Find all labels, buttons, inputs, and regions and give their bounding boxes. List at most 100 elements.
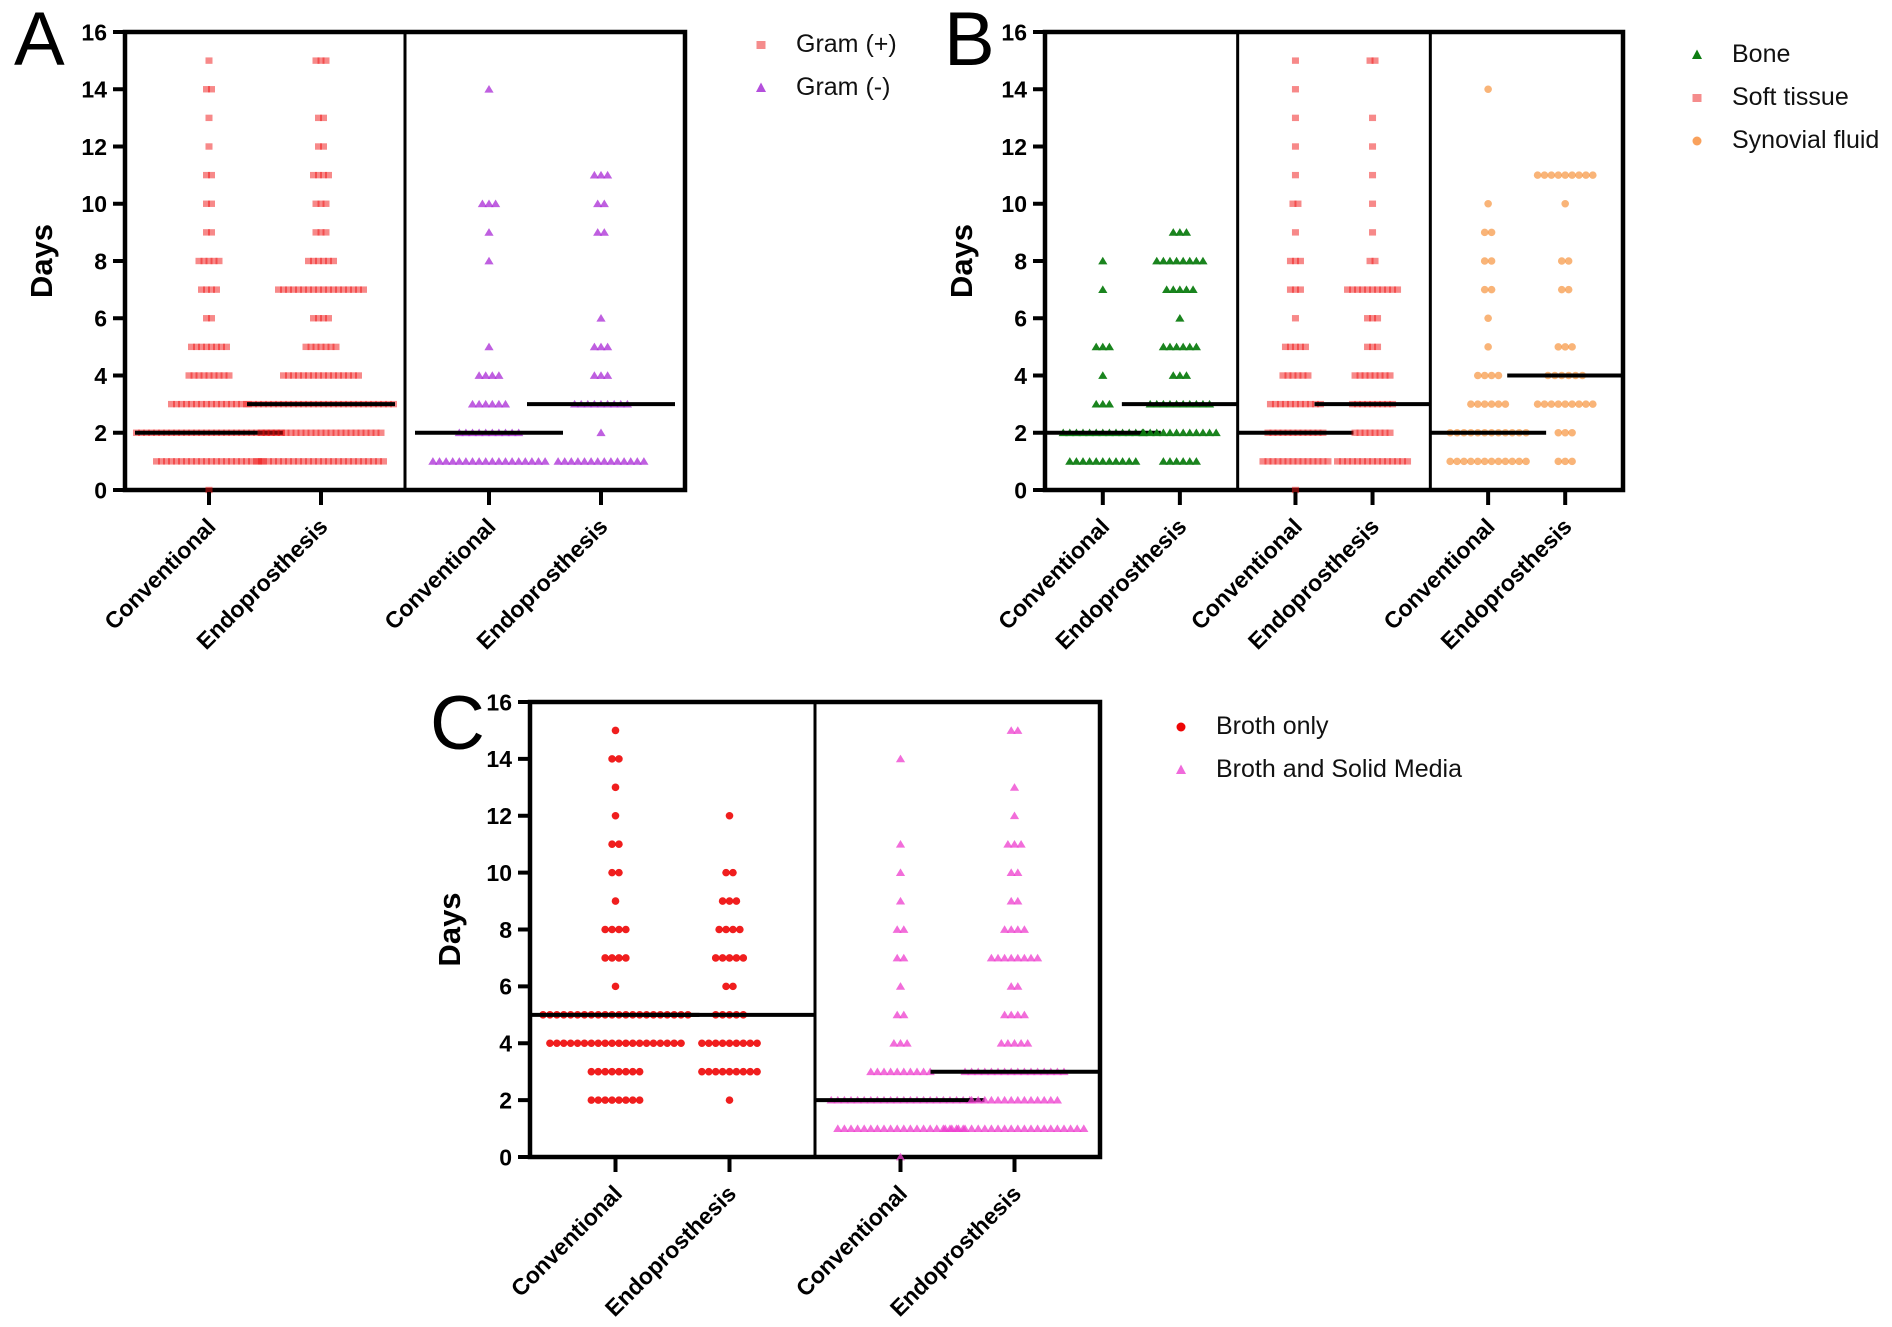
data-point	[1561, 171, 1569, 179]
data-point	[1371, 257, 1379, 265]
data-point	[1304, 372, 1312, 379]
data-point	[670, 1039, 678, 1048]
data-point	[1384, 458, 1392, 465]
data-point	[1009, 811, 1020, 820]
data-point	[725, 811, 734, 820]
data-point	[579, 457, 590, 465]
data-point	[173, 458, 180, 465]
data-point	[1291, 86, 1299, 93]
data-point	[596, 314, 606, 322]
data-point	[1026, 953, 1036, 962]
data-point	[215, 257, 223, 265]
data-point	[280, 372, 287, 379]
data-point	[1191, 342, 1201, 351]
data-point	[932, 1124, 942, 1132]
data-point	[208, 171, 215, 179]
data-point	[1000, 925, 1010, 933]
data-point	[1582, 400, 1590, 408]
data-point	[277, 429, 285, 436]
data-point	[1294, 458, 1302, 465]
data-point	[608, 925, 616, 934]
data-point	[195, 372, 203, 379]
data-point	[1264, 458, 1272, 465]
data-point	[1013, 1095, 1023, 1104]
legend-row: Bone	[1688, 40, 1879, 69]
data-point	[1540, 400, 1549, 408]
data-point	[290, 458, 297, 465]
data-point	[322, 429, 330, 436]
legend-row: Gram (+)	[752, 30, 897, 59]
x-category-label: Endoprosthesis	[1243, 513, 1384, 654]
data-point	[205, 57, 213, 64]
data-point	[1575, 400, 1583, 408]
data-point	[1046, 1124, 1056, 1132]
data-point	[198, 286, 205, 293]
data-point	[225, 372, 233, 379]
data-point	[208, 200, 215, 207]
data-point	[1589, 171, 1597, 179]
data-point	[635, 1039, 644, 1048]
data-point	[1369, 343, 1377, 351]
data-point	[1487, 228, 1496, 237]
data-point	[280, 458, 287, 465]
data-point	[596, 170, 606, 179]
data-point	[559, 1039, 568, 1048]
data-point	[1369, 143, 1377, 150]
data-point	[1359, 286, 1367, 293]
data-point	[1366, 429, 1374, 436]
data-point	[322, 200, 330, 207]
data-point	[223, 343, 230, 351]
data-point	[203, 315, 210, 322]
data-point	[615, 755, 623, 763]
data-point	[360, 286, 367, 293]
data-point	[1344, 458, 1352, 465]
data-point	[1494, 457, 1503, 466]
data-point	[208, 229, 215, 236]
data-point	[1019, 953, 1029, 962]
data-point	[1484, 314, 1492, 323]
data-point	[1269, 458, 1277, 465]
data-point	[1019, 1124, 1029, 1132]
data-point	[1356, 372, 1364, 379]
data-point	[940, 1124, 950, 1132]
data-point	[718, 1067, 727, 1076]
data-point	[560, 457, 570, 465]
data-point	[312, 229, 320, 236]
data-point	[1564, 257, 1573, 265]
x-category-label: Endoprosthesis	[1050, 513, 1191, 654]
data-point	[1371, 429, 1379, 436]
data-point	[1369, 171, 1377, 179]
data-point	[1351, 372, 1359, 379]
data-point	[178, 400, 185, 408]
data-point	[1561, 428, 1569, 437]
data-point	[190, 372, 198, 379]
circle-legend-icon	[1692, 136, 1702, 145]
y-axis-title: Days	[944, 224, 979, 298]
data-point	[1168, 371, 1178, 379]
data-point	[1168, 228, 1178, 236]
data-point	[905, 1124, 915, 1132]
data-point	[1369, 315, 1377, 322]
data-point	[1364, 286, 1372, 293]
data-point	[594, 1039, 603, 1048]
data-point	[218, 400, 225, 408]
data-point	[315, 372, 322, 379]
data-point	[441, 457, 451, 465]
data-point	[1568, 343, 1576, 351]
data-point	[593, 228, 603, 236]
data-point	[292, 429, 300, 436]
data-point	[188, 458, 195, 465]
square-legend-icon	[756, 40, 766, 49]
data-point	[601, 1096, 609, 1104]
data-point	[912, 1067, 922, 1076]
x-category-label: Conventional	[506, 1180, 627, 1301]
legend-label: Broth and Solid Media	[1216, 755, 1462, 783]
data-point	[350, 458, 357, 465]
data-point	[1356, 429, 1364, 436]
plot-frame	[1042, 29, 1626, 493]
data-point	[1374, 343, 1382, 351]
data-point	[622, 1096, 630, 1104]
data-point	[205, 114, 213, 122]
data-point	[1522, 457, 1530, 466]
data-point	[1344, 286, 1352, 293]
